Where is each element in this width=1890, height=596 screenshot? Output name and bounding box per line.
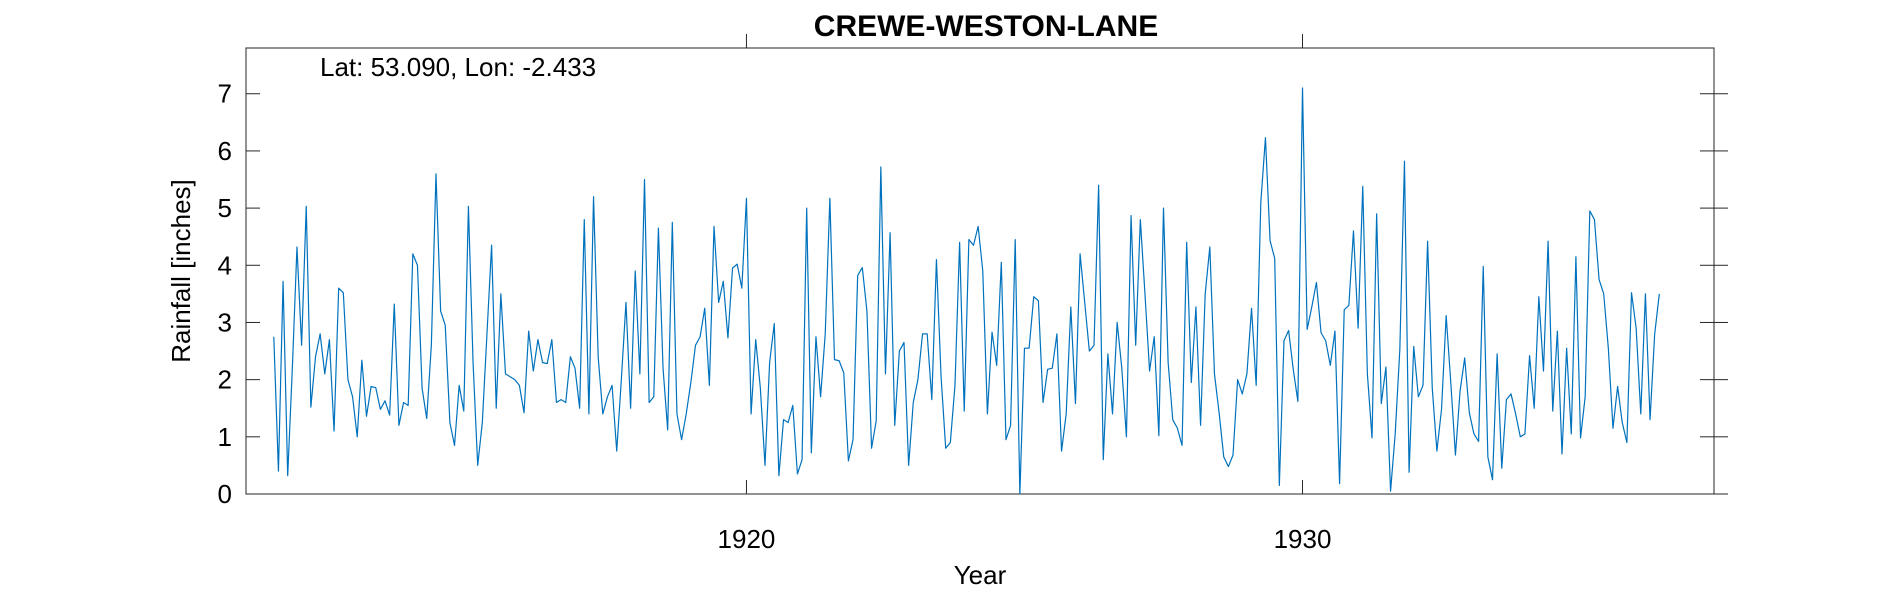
y-tick-label: 6: [218, 136, 232, 166]
rainfall-series-line: [273, 87, 1660, 495]
y-tick-label: 7: [218, 79, 232, 109]
x-tick-label: 1930: [1274, 524, 1332, 554]
x-axis-label: Year: [954, 560, 1007, 590]
y-axis-label: Rainfall [inches]: [166, 179, 196, 363]
y-tick-label: 4: [218, 250, 232, 280]
y-tick-label: 5: [218, 193, 232, 223]
lat-lon-annotation: Lat: 53.090, Lon: -2.433: [320, 52, 596, 82]
y-tick-label: 3: [218, 307, 232, 337]
y-tick-label: 2: [218, 365, 232, 395]
series-layer: [273, 87, 1660, 495]
y-tick-label: 1: [218, 422, 232, 452]
ticks-layer: 0 1 2 3 4 5 6 7 1920 1930: [218, 34, 1728, 554]
x-tick-label: 1920: [718, 524, 776, 554]
y-tick-label: 0: [218, 479, 232, 509]
chart-title: CREWE-WESTON-LANE: [814, 10, 1158, 43]
plot-frame: [245, 47, 1715, 495]
